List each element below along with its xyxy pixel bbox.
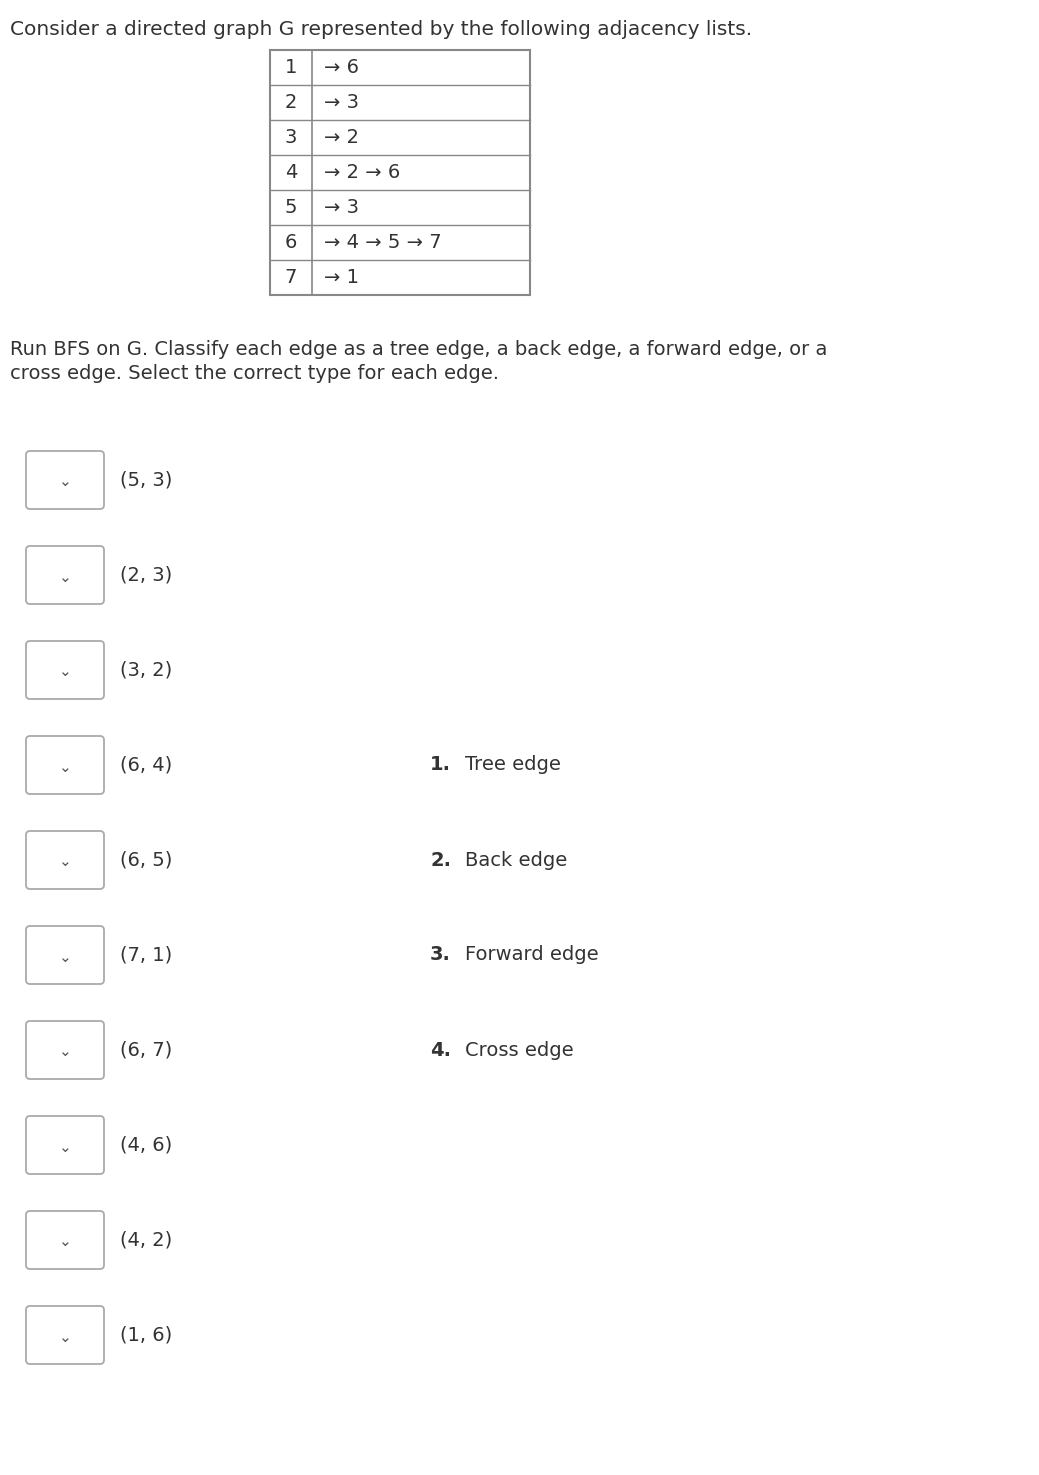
Text: ⌄: ⌄ bbox=[58, 950, 72, 965]
Text: 1: 1 bbox=[285, 58, 297, 77]
Text: (6, 7): (6, 7) bbox=[119, 1040, 172, 1059]
FancyBboxPatch shape bbox=[26, 1021, 104, 1080]
Text: Consider a directed graph G represented by the following adjacency lists.: Consider a directed graph G represented … bbox=[10, 21, 752, 38]
Text: (4, 6): (4, 6) bbox=[119, 1136, 172, 1155]
Text: 6: 6 bbox=[285, 233, 297, 252]
FancyBboxPatch shape bbox=[26, 1117, 104, 1174]
Text: Back edge: Back edge bbox=[465, 851, 567, 869]
Text: → 1: → 1 bbox=[324, 268, 359, 288]
FancyBboxPatch shape bbox=[26, 546, 104, 603]
Text: 5: 5 bbox=[285, 198, 297, 217]
Text: Forward edge: Forward edge bbox=[465, 945, 598, 965]
Text: → 6: → 6 bbox=[324, 58, 359, 77]
Text: 3.: 3. bbox=[430, 945, 451, 965]
Text: Cross edge: Cross edge bbox=[465, 1040, 574, 1059]
Text: → 2 → 6: → 2 → 6 bbox=[324, 164, 400, 181]
Text: cross edge. Select the correct type for each edge.: cross edge. Select the correct type for … bbox=[10, 364, 499, 384]
FancyBboxPatch shape bbox=[26, 830, 104, 889]
Text: (2, 3): (2, 3) bbox=[119, 565, 172, 584]
Text: → 3: → 3 bbox=[324, 93, 359, 112]
Text: 2.: 2. bbox=[430, 851, 451, 869]
Text: (6, 5): (6, 5) bbox=[119, 851, 172, 869]
Text: (7, 1): (7, 1) bbox=[119, 945, 172, 965]
FancyBboxPatch shape bbox=[26, 736, 104, 794]
Text: ⌄: ⌄ bbox=[58, 854, 72, 869]
Text: 4.: 4. bbox=[430, 1040, 451, 1059]
Text: 4: 4 bbox=[285, 164, 297, 181]
Text: Tree edge: Tree edge bbox=[465, 755, 561, 774]
FancyBboxPatch shape bbox=[26, 1305, 104, 1364]
Text: (6, 4): (6, 4) bbox=[119, 755, 172, 774]
Text: ⌄: ⌄ bbox=[58, 569, 72, 584]
Text: ⌄: ⌄ bbox=[58, 1329, 72, 1345]
FancyBboxPatch shape bbox=[26, 642, 104, 699]
FancyBboxPatch shape bbox=[26, 451, 104, 509]
Text: (4, 2): (4, 2) bbox=[119, 1230, 172, 1249]
Text: 1.: 1. bbox=[430, 755, 451, 774]
Text: ⌄: ⌄ bbox=[58, 665, 72, 680]
Text: ⌄: ⌄ bbox=[58, 475, 72, 490]
Text: → 2: → 2 bbox=[324, 128, 359, 148]
Text: (3, 2): (3, 2) bbox=[119, 661, 172, 680]
Text: ⌄: ⌄ bbox=[58, 760, 72, 774]
FancyBboxPatch shape bbox=[26, 1211, 104, 1268]
Text: → 3: → 3 bbox=[324, 198, 359, 217]
Bar bbox=[270, 50, 530, 295]
Text: → 4 → 5 → 7: → 4 → 5 → 7 bbox=[324, 233, 442, 252]
Text: 7: 7 bbox=[285, 268, 297, 288]
Text: ⌄: ⌄ bbox=[58, 1235, 72, 1249]
Text: (1, 6): (1, 6) bbox=[119, 1326, 172, 1345]
Text: Run BFS on G. Classify each edge as a tree edge, a back edge, a forward edge, or: Run BFS on G. Classify each edge as a tr… bbox=[10, 341, 827, 358]
Text: ⌄: ⌄ bbox=[58, 1044, 72, 1059]
Text: ⌄: ⌄ bbox=[58, 1140, 72, 1155]
Text: (5, 3): (5, 3) bbox=[119, 471, 172, 490]
Text: 3: 3 bbox=[285, 128, 297, 148]
FancyBboxPatch shape bbox=[26, 926, 104, 984]
Text: 2: 2 bbox=[285, 93, 297, 112]
